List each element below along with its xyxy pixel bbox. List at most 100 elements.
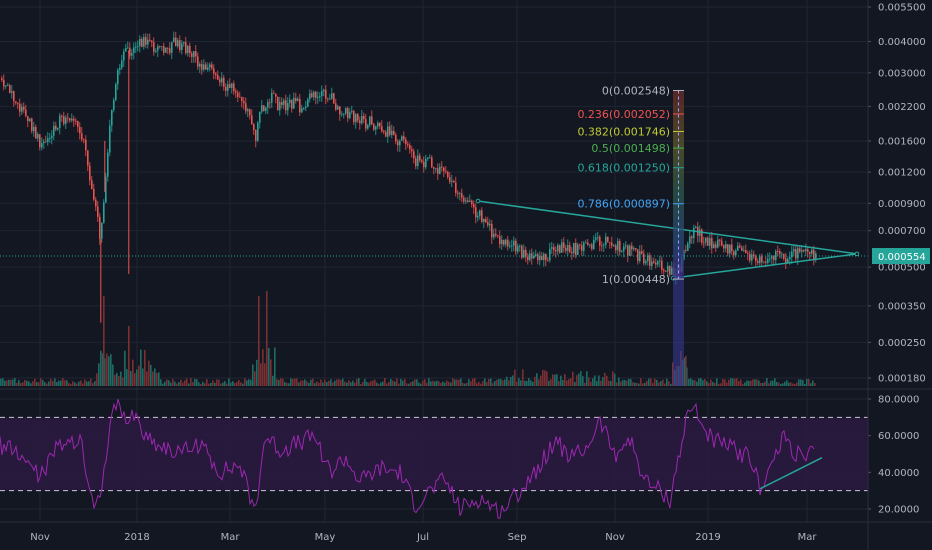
volume-bar: [496, 379, 498, 386]
volume-bar: [798, 379, 800, 386]
volume-bar: [480, 383, 482, 386]
candle-body: [133, 47, 135, 54]
volume-bar: [400, 378, 402, 386]
volume-bar: [610, 380, 612, 386]
volume-bar: [120, 371, 122, 386]
candle-body: [549, 248, 551, 261]
volume-bar: [606, 375, 608, 386]
volume-bar: [222, 382, 224, 386]
candle-body: [599, 236, 601, 246]
candle-body: [197, 56, 199, 67]
candle-body: [207, 67, 209, 70]
candle-body: [431, 157, 433, 168]
candle-body: [71, 118, 73, 121]
volume-bar: [608, 380, 610, 386]
fibonacci-retracement[interactable]: 0(0.002548) 0.236(0.002052) 0.382(0.001746…: [577, 84, 684, 386]
volume-bar: [154, 368, 156, 386]
candle-body: [437, 168, 439, 174]
volume-bar: [796, 382, 798, 386]
candle-body: [297, 98, 299, 101]
volume-bar: [252, 364, 254, 386]
volume-bar: [314, 383, 316, 386]
volume-bar: [202, 381, 204, 386]
volume-bar: [770, 380, 772, 386]
volume-bar: [574, 381, 576, 386]
volume-bar: [658, 382, 660, 386]
candle-body: [671, 267, 673, 275]
volume-bar: [276, 378, 278, 386]
candle-body: [243, 101, 245, 104]
candle-body: [655, 262, 657, 265]
candle-body: [415, 158, 417, 167]
volume-bar: [172, 378, 174, 386]
candle-body: [479, 210, 481, 216]
candle-body: [707, 237, 709, 246]
volume-bar: [564, 374, 566, 386]
volume-bar: [380, 382, 382, 386]
candle-body: [161, 46, 163, 48]
volume-bar: [498, 378, 500, 386]
volume-bar: [402, 380, 404, 386]
volume-bar: [240, 382, 242, 386]
time-tick-label: Mar: [221, 532, 241, 543]
candle-body: [751, 254, 753, 261]
volume-bar: [192, 382, 194, 386]
volume-bar: [750, 380, 752, 386]
volume-bar: [542, 369, 544, 386]
volume-bar: [788, 382, 790, 386]
candle-body: [67, 117, 69, 119]
candle-body: [539, 256, 541, 261]
candle-body: [543, 253, 545, 260]
candle-body: [37, 134, 39, 139]
candle-body: [81, 133, 83, 140]
candle-body: [401, 136, 403, 141]
candle-body: [163, 46, 165, 53]
volume-bar: [250, 379, 252, 386]
volume-bar: [30, 383, 32, 386]
volume-bar: [374, 379, 376, 386]
candle-body: [209, 64, 211, 68]
rsi-line: [0, 399, 815, 519]
candle-body: [413, 151, 415, 159]
volume-bar: [628, 378, 630, 386]
candle-body: [507, 239, 509, 247]
candle-body: [211, 64, 213, 69]
candle-body: [513, 240, 515, 246]
candle-body: [405, 139, 407, 145]
candle-body: [653, 261, 655, 263]
candle-body: [425, 158, 427, 168]
candle-body: [477, 215, 479, 218]
volume-bar: [714, 382, 716, 386]
volume-bar: [102, 353, 104, 386]
candle-body: [609, 242, 611, 244]
volume-bar: [558, 381, 560, 386]
volume-bar: [334, 380, 336, 386]
candle-body: [557, 245, 559, 252]
candle-body: [89, 165, 91, 181]
candle-body: [121, 60, 123, 68]
candle-body: [777, 250, 779, 252]
volume-bar: [432, 380, 434, 386]
volume-bar: [644, 382, 646, 386]
candle-body: [389, 126, 391, 135]
volume-bar: [292, 378, 294, 386]
candle-body: [99, 216, 101, 239]
candle-body: [791, 251, 793, 258]
volume-bar: [156, 372, 158, 386]
volume-bar: [160, 379, 162, 386]
candle-body: [177, 40, 179, 47]
volume-bar: [180, 379, 182, 386]
volume-bar: [364, 378, 366, 386]
candle-body: [47, 138, 49, 142]
volume-bar: [516, 381, 518, 386]
candle-body: [225, 86, 227, 91]
volume-bar: [232, 381, 234, 386]
candle-body: [723, 245, 725, 249]
volume-bar: [124, 350, 126, 386]
volume-bar: [32, 381, 34, 386]
candle-body: [361, 116, 363, 124]
candle-body: [199, 64, 201, 67]
price-tick-label: 0.000700: [878, 226, 926, 237]
volume-bar: [106, 353, 108, 386]
